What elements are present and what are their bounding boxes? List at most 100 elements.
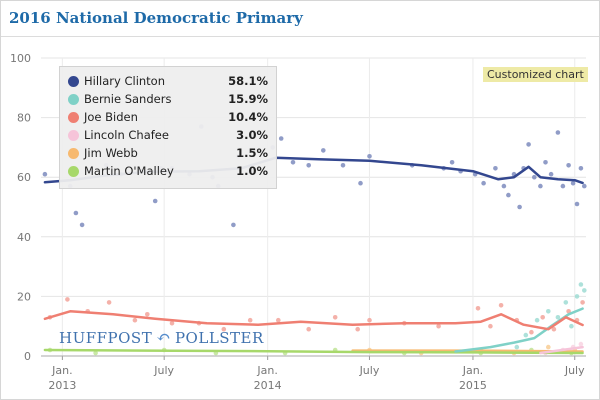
- x-tick-label: Jan.: [256, 364, 277, 377]
- title-divider: [1, 36, 599, 37]
- poll-point: [321, 148, 326, 153]
- poll-point: [532, 174, 537, 180]
- poll-point: [42, 171, 48, 177]
- y-axis-ticks: 0 20 40 60 80 100: [10, 52, 31, 363]
- poll-point: [574, 201, 580, 207]
- poll-point: [574, 294, 580, 299]
- poll-point: [358, 180, 363, 186]
- poll-point: [488, 323, 493, 329]
- poll-point: [290, 160, 296, 165]
- legend-swatch-icon: [68, 94, 79, 105]
- y-tick-label: 80: [17, 112, 31, 125]
- legend-name: Bernie Sanders: [84, 92, 172, 106]
- poll-point: [506, 192, 511, 198]
- x-tick-year: 2013: [48, 379, 76, 392]
- poll-point: [566, 309, 571, 314]
- poll-point: [546, 344, 551, 350]
- logo-right-text: POLLSTER: [174, 329, 264, 347]
- poll-point: [355, 326, 361, 332]
- poll-point: [555, 315, 561, 320]
- y-tick-label: 40: [17, 231, 31, 244]
- poll-point: [449, 160, 455, 165]
- poll-point: [306, 163, 312, 168]
- poll-point: [132, 317, 138, 323]
- poll-point: [548, 171, 554, 177]
- legend-value: 15.9%: [228, 92, 268, 106]
- legend-name: Lincoln Chafee: [84, 128, 169, 142]
- poll-point: [514, 344, 520, 350]
- logo-left-text: HUFFPOST: [59, 329, 153, 347]
- poll-point: [231, 222, 236, 228]
- poll-point: [367, 154, 372, 159]
- poll-point: [578, 282, 584, 287]
- x-tick-label: July: [153, 364, 174, 377]
- legend-item[interactable]: Jim Webb 1.5%: [68, 145, 268, 162]
- poll-point: [534, 317, 540, 323]
- legend-swatch-icon: [68, 166, 79, 177]
- poll-point: [498, 303, 504, 308]
- legend-name: Hillary Clinton: [84, 74, 166, 88]
- poll-point: [543, 160, 548, 165]
- poll-point: [546, 309, 551, 314]
- poll-point: [493, 166, 498, 171]
- trend-line: [539, 345, 584, 355]
- poll-point: [582, 288, 587, 293]
- legend-item[interactable]: Martin O'Malley 1.0%: [68, 163, 268, 180]
- y-tick-label: 100: [10, 52, 31, 65]
- poll-point: [93, 350, 98, 356]
- poll-point: [306, 326, 312, 332]
- legend-item[interactable]: Joe Biden 10.4%: [68, 109, 268, 126]
- poll-point: [582, 183, 587, 189]
- y-tick-label: 20: [17, 290, 31, 303]
- poll-point: [570, 180, 576, 186]
- poll-point: [529, 329, 534, 335]
- x-tick-label: Jan.: [462, 364, 483, 377]
- poll-point: [501, 183, 507, 189]
- trend-line: [43, 348, 584, 355]
- legend-name: Joe Biden: [84, 110, 138, 124]
- poll-point: [169, 320, 175, 326]
- trend-line: [43, 310, 584, 331]
- poll-point: [73, 210, 79, 216]
- legend-swatch-icon: [68, 112, 79, 123]
- poll-point: [569, 323, 574, 329]
- poll-point: [79, 222, 85, 228]
- poll-point: [106, 300, 112, 305]
- legend-item[interactable]: Lincoln Chafee 3.0%: [68, 127, 268, 144]
- poll-point: [540, 315, 545, 320]
- y-tick-label: 60: [17, 171, 31, 184]
- y-tick-label: 0: [24, 350, 31, 363]
- poll-point: [367, 317, 372, 323]
- poll-point: [551, 326, 557, 332]
- poll-point: [555, 130, 561, 135]
- x-axis-ticks: Jan. 2013 July Jan. 2014 July Jan. 2015 July: [41, 355, 586, 392]
- pollster-swoosh-icon: ↶: [156, 328, 171, 348]
- legend: Hillary Clinton 58.1% Bernie Sanders 15.9% J…: [59, 66, 277, 189]
- legend-value: 1.5%: [236, 146, 268, 160]
- legend-swatch-icon: [68, 148, 79, 159]
- legend-value: 3.0%: [236, 128, 268, 142]
- poll-point: [566, 163, 571, 168]
- huffpost-pollster-logo: HUFFPOST ↶ POLLSTER: [59, 328, 264, 348]
- legend-value: 1.0%: [236, 164, 268, 178]
- x-tick-year: 2015: [459, 379, 487, 392]
- poll-point: [436, 323, 441, 329]
- poll-point: [221, 326, 227, 332]
- poll-point: [523, 332, 529, 338]
- poll-point: [276, 317, 281, 323]
- legend-item[interactable]: Bernie Sanders 15.9%: [68, 91, 268, 108]
- legend-swatch-icon: [68, 76, 79, 87]
- customized-chart-badge[interactable]: Customized chart: [483, 67, 588, 82]
- x-tick-year: 2014: [254, 379, 282, 392]
- poll-point: [538, 183, 543, 189]
- legend-item[interactable]: Hillary Clinton 58.1%: [68, 73, 268, 90]
- poll-point: [65, 297, 70, 302]
- poll-point: [278, 136, 284, 141]
- legend-name: Jim Webb: [84, 146, 138, 160]
- poll-point: [152, 198, 158, 204]
- poll-point: [517, 204, 522, 210]
- poll-point: [563, 300, 569, 305]
- page-title: 2016 National Democratic Primary: [9, 9, 303, 27]
- legend-name: Martin O'Malley: [84, 164, 174, 178]
